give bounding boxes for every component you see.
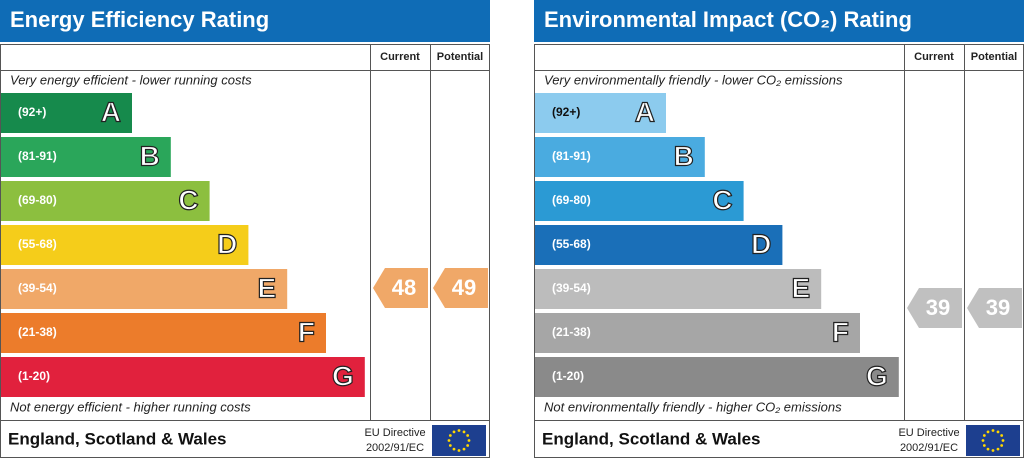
band-letter: E bbox=[792, 272, 811, 303]
eu-star bbox=[1000, 444, 1004, 447]
band-bar bbox=[1, 225, 249, 265]
band-range: (81-91) bbox=[18, 149, 57, 163]
top-note: Very environmentally friendly - lower CO… bbox=[544, 72, 843, 87]
eu-star bbox=[991, 449, 995, 452]
band-range: (21-38) bbox=[18, 325, 57, 339]
band-letter: F bbox=[832, 316, 849, 347]
table-border bbox=[0, 44, 490, 458]
directive-text: 2002/91/EC bbox=[900, 442, 958, 454]
eu-star bbox=[1001, 439, 1005, 442]
title-bar bbox=[534, 0, 1024, 42]
band-letter: D bbox=[217, 228, 237, 259]
panel-title: Energy Efficiency Rating bbox=[10, 7, 269, 32]
band-range: (92+) bbox=[552, 105, 580, 119]
band-bar bbox=[535, 93, 666, 133]
eu-star bbox=[466, 444, 470, 447]
eu-star bbox=[448, 444, 452, 447]
title-bar bbox=[0, 0, 490, 42]
band-range: (92+) bbox=[18, 105, 46, 119]
eu-star bbox=[447, 439, 451, 442]
eu-star bbox=[986, 430, 990, 434]
eu-star bbox=[448, 434, 452, 437]
band-letter: A bbox=[635, 96, 655, 127]
band-letter: F bbox=[298, 316, 315, 347]
band-range: (55-68) bbox=[552, 237, 591, 251]
eu-star bbox=[462, 430, 466, 434]
band-range: (69-80) bbox=[552, 193, 591, 207]
rating-indicator bbox=[967, 288, 1022, 328]
band-letter: B bbox=[140, 140, 160, 171]
band-bar bbox=[1, 181, 210, 221]
top-note: Very energy efficient - lower running co… bbox=[10, 72, 252, 87]
band-range: (81-91) bbox=[552, 149, 591, 163]
column-header: Potential bbox=[971, 51, 1017, 63]
eu-star bbox=[467, 439, 471, 442]
eu-star bbox=[462, 447, 466, 451]
band-bar bbox=[1, 313, 326, 353]
band-bar bbox=[535, 269, 822, 309]
band-bar bbox=[535, 137, 705, 177]
band-range: (69-80) bbox=[18, 193, 57, 207]
column-header: Current bbox=[914, 51, 954, 63]
band-letter: E bbox=[258, 272, 277, 303]
band-range: (39-54) bbox=[552, 281, 591, 295]
band-range: (1-20) bbox=[18, 369, 50, 383]
rating-indicator bbox=[433, 268, 488, 308]
panel-title: Environmental Impact (CO₂) Rating bbox=[544, 7, 912, 32]
band-range: (1-20) bbox=[552, 369, 584, 383]
bottom-note: Not environmentally friendly - higher CO… bbox=[544, 399, 842, 414]
eu-star bbox=[452, 430, 456, 434]
eu-star bbox=[986, 447, 990, 451]
footer-text: England, Scotland & Wales bbox=[8, 429, 227, 448]
band-bar bbox=[535, 357, 899, 397]
band-letter: G bbox=[332, 360, 354, 391]
eu-star bbox=[457, 429, 461, 432]
band-letter: G bbox=[866, 360, 888, 391]
rating-indicator bbox=[907, 288, 962, 328]
band-letter: A bbox=[101, 96, 121, 127]
band-bar bbox=[535, 225, 783, 265]
bottom-note: Not energy efficient - higher running co… bbox=[10, 399, 251, 414]
band-bar bbox=[535, 181, 744, 221]
eu-star bbox=[991, 429, 995, 432]
eu-star bbox=[981, 439, 985, 442]
band-letter: C bbox=[178, 184, 198, 215]
eu-star bbox=[982, 434, 986, 437]
eu-star bbox=[996, 430, 1000, 434]
directive-text: 2002/91/EC bbox=[366, 442, 424, 454]
eu-star bbox=[1000, 434, 1004, 437]
band-letter: C bbox=[712, 184, 732, 215]
directive-text: EU Directive bbox=[898, 427, 959, 439]
band-letter: B bbox=[674, 140, 694, 171]
eu-star bbox=[457, 449, 461, 452]
band-bar bbox=[1, 93, 132, 133]
eu-star bbox=[982, 444, 986, 447]
footer-text: England, Scotland & Wales bbox=[542, 429, 761, 448]
band-bar bbox=[1, 137, 171, 177]
band-range: (39-54) bbox=[18, 281, 57, 295]
rating-value: 48 bbox=[392, 275, 416, 300]
rating-value: 39 bbox=[926, 295, 950, 320]
column-header: Current bbox=[380, 51, 420, 63]
band-range: (21-38) bbox=[552, 325, 591, 339]
band-bar bbox=[1, 357, 365, 397]
rating-value: 49 bbox=[452, 275, 476, 300]
band-letter: D bbox=[751, 228, 771, 259]
column-header: Potential bbox=[437, 51, 483, 63]
band-bar bbox=[535, 313, 860, 353]
eu-star bbox=[466, 434, 470, 437]
eu-star bbox=[452, 447, 456, 451]
eu-star bbox=[996, 447, 1000, 451]
band-bar bbox=[1, 269, 288, 309]
band-range: (55-68) bbox=[18, 237, 57, 251]
rating-value: 39 bbox=[986, 295, 1010, 320]
directive-text: EU Directive bbox=[364, 427, 425, 439]
rating-indicator bbox=[373, 268, 428, 308]
